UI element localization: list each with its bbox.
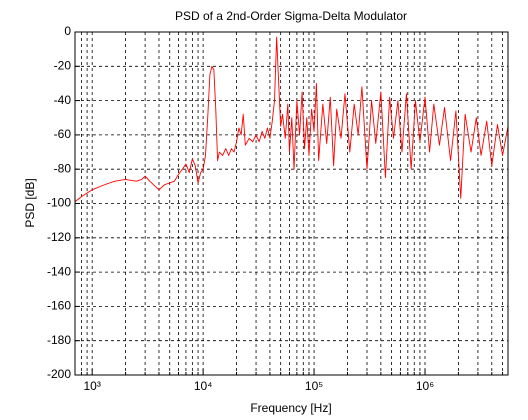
y-tick-label: -60 bbox=[54, 127, 72, 141]
y-axis-label: PSD [dB] bbox=[23, 178, 37, 227]
x-tick-label: 10⁴ bbox=[194, 379, 213, 393]
psd-line bbox=[74, 36, 509, 203]
plot-frame bbox=[74, 31, 509, 376]
y-tick-label: -180 bbox=[47, 333, 71, 347]
y-tick-label: 0 bbox=[64, 24, 71, 38]
x-axis-label: Frequency [Hz] bbox=[250, 401, 331, 415]
y-tick-label: -20 bbox=[54, 58, 72, 72]
y-tick-label: -80 bbox=[54, 161, 72, 175]
x-tick-label: 10⁶ bbox=[416, 379, 434, 393]
y-tick-label: -120 bbox=[47, 230, 71, 244]
y-tick-label: -200 bbox=[47, 367, 71, 381]
x-tick-label: 10⁵ bbox=[305, 379, 323, 393]
y-tick-label: -40 bbox=[54, 93, 72, 107]
y-tick-label: -100 bbox=[47, 196, 71, 210]
x-tick-label: 10³ bbox=[84, 379, 101, 393]
y-tick-label: -140 bbox=[47, 264, 71, 278]
y-tick-label: -160 bbox=[47, 299, 71, 313]
chart-title: PSD of a 2nd-Order Sigma-Delta Modulator bbox=[175, 9, 407, 23]
